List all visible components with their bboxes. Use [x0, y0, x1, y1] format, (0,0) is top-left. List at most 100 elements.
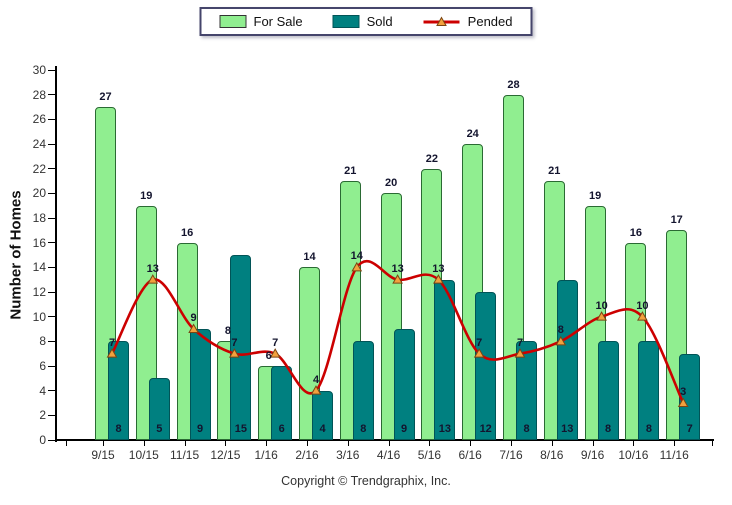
- y-tick-mark: [48, 94, 55, 96]
- sold-value-label: 4: [319, 423, 326, 435]
- x-axis-end-tick: [712, 441, 713, 446]
- sold-value-label: 8: [360, 423, 367, 435]
- pended-value-label: 10: [636, 299, 649, 312]
- sold-value-label: 9: [197, 423, 204, 435]
- y-tick-mark: [48, 118, 55, 120]
- y-tick-label: 30: [32, 63, 46, 77]
- y-tick-mark: [48, 69, 55, 71]
- x-tick-label: 8/16: [540, 448, 564, 462]
- for-sale-value-label: 28: [507, 78, 520, 91]
- y-tick-mark: [48, 168, 55, 170]
- sold-value-label: 8: [115, 423, 122, 435]
- pended-value-label: 14: [350, 250, 363, 263]
- legend-label-for-sale: For Sale: [253, 14, 303, 29]
- y-axis-title: Number of Homes: [7, 190, 25, 320]
- sold-value-label: 8: [523, 423, 530, 435]
- for-sale-value-label: 21: [344, 165, 357, 177]
- for-sale-value-label: 17: [670, 214, 683, 227]
- for-sale-value-label: 24: [466, 128, 479, 140]
- for-sale-value-label: 6: [265, 350, 272, 362]
- x-tick-label: 10/16: [618, 448, 649, 462]
- x-tick-label: 10/15: [128, 448, 159, 462]
- sold-value-label: 12: [479, 423, 492, 435]
- for-sale-value-label: 8: [224, 325, 231, 338]
- sold-value-label: 13: [438, 423, 452, 435]
- x-axis-line: [55, 439, 714, 441]
- sold-value-label: 8: [605, 423, 612, 435]
- y-tick-label: 0: [39, 433, 46, 447]
- sold-swatch-icon: [332, 15, 360, 28]
- for-sale-value-label: 19: [588, 189, 602, 202]
- y-tick-mark: [48, 365, 55, 367]
- y-tick-label: 6: [39, 359, 46, 373]
- sold-value-label: 7: [686, 423, 693, 435]
- y-tick-mark: [48, 439, 55, 441]
- y-tick-mark: [48, 291, 55, 293]
- x-tick-mark: [225, 441, 227, 446]
- x-tick-mark: [551, 441, 553, 446]
- sold-value-label: 8: [645, 423, 652, 435]
- for-sale-value-label: 16: [180, 226, 194, 239]
- sold-value-label: 6: [278, 423, 285, 435]
- y-tick-label: 26: [32, 112, 46, 127]
- y-tick-mark: [48, 390, 55, 392]
- bar-sold: [475, 292, 497, 440]
- x-tick-mark: [347, 441, 349, 446]
- pended-value-label: 7: [476, 336, 483, 349]
- x-tick-mark: [592, 441, 594, 446]
- y-tick-mark: [48, 217, 55, 219]
- x-tick-label: 7/16: [499, 448, 523, 462]
- x-tick-mark: [633, 441, 635, 446]
- copyright-text: Copyright © Trendgraphix, Inc.: [281, 474, 451, 488]
- x-tick-mark: [674, 441, 676, 446]
- y-tick-label: 2: [39, 408, 46, 423]
- sold-value-label: 15: [234, 423, 248, 435]
- bar-sold: [434, 279, 456, 440]
- x-tick-label: 12/15: [210, 448, 241, 462]
- x-tick-mark: [143, 441, 145, 446]
- y-tick-label: 14: [32, 260, 46, 275]
- x-axis-end-tick: [66, 441, 67, 446]
- y-tick-label: 8: [39, 334, 46, 349]
- pended-value-label: 10: [595, 299, 608, 312]
- y-tick-label: 28: [32, 87, 46, 102]
- y-tick-mark: [48, 266, 55, 268]
- x-tick-mark: [266, 441, 268, 446]
- y-tick-mark: [48, 192, 55, 194]
- y-tick-mark: [48, 316, 55, 318]
- x-tick-mark: [184, 441, 186, 446]
- x-tick-label: 9/15: [91, 448, 115, 462]
- pended-line-sample-icon: [423, 15, 460, 26]
- legend-item-for-sale: For Sale: [219, 14, 303, 29]
- for-sale-value-label: 21: [548, 165, 561, 177]
- y-tick-label: 4: [39, 383, 46, 398]
- pended-value-label: 3: [680, 386, 687, 398]
- for-sale-value-label: 20: [384, 177, 398, 190]
- pended-value-label: 13: [432, 262, 445, 275]
- y-tick-label: 24: [32, 137, 46, 151]
- x-tick-label: 11/15: [170, 448, 200, 462]
- x-tick-mark: [103, 441, 104, 446]
- pended-value-label: 7: [272, 336, 279, 349]
- x-tick-mark: [470, 441, 472, 446]
- y-axis-line: [55, 66, 57, 442]
- x-tick-label: 1/16: [254, 448, 278, 462]
- legend-label-pended: Pended: [467, 14, 513, 29]
- for-sale-swatch-icon: [219, 15, 247, 28]
- x-tick-label: 9/16: [580, 448, 605, 462]
- x-tick-label: 3/16: [336, 448, 360, 462]
- x-tick-label: 2/16: [295, 448, 319, 462]
- pended-value-label: 8: [557, 324, 564, 337]
- for-sale-value-label: 27: [99, 91, 112, 103]
- bar-sold: [556, 279, 578, 440]
- x-tick-label: 4/16: [376, 448, 401, 462]
- for-sale-value-label: 16: [629, 226, 643, 239]
- pended-value-label: 13: [391, 262, 404, 275]
- y-tick-mark: [48, 414, 55, 416]
- x-tick-mark: [429, 441, 431, 446]
- legend-item-pended: Pended: [423, 14, 513, 29]
- pended-value-label: 7: [516, 336, 524, 349]
- y-tick-label: 12: [32, 285, 46, 299]
- legend-item-sold: Sold: [332, 14, 393, 29]
- y-tick-mark: [48, 143, 55, 145]
